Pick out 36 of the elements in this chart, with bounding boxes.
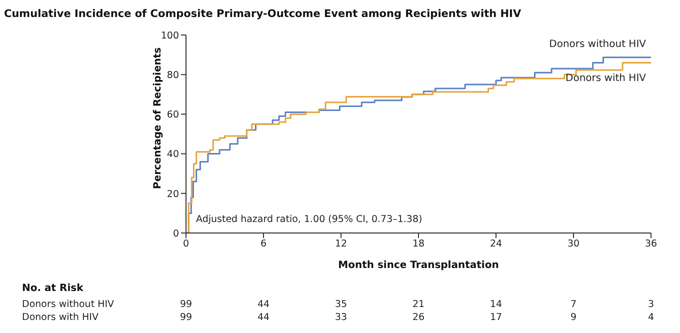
y-tick-label: 40	[166, 149, 179, 160]
text: 9	[569, 312, 578, 323]
text: No. at Risk	[22, 283, 84, 294]
y-tick-label: 0	[172, 228, 179, 240]
text: Donors without HIV	[22, 299, 114, 310]
x-tick-label: 36	[644, 238, 658, 250]
y-tick-label: 100	[160, 30, 179, 42]
text: 35	[334, 299, 348, 310]
text: 99	[178, 312, 194, 323]
y-axis-title: Percentage of Recipients	[152, 47, 164, 189]
text: 4	[646, 312, 656, 323]
text: Donors with HIV	[22, 312, 98, 323]
x-tick-label: 24	[490, 238, 502, 250]
text: 44	[256, 312, 271, 323]
text: 3	[646, 299, 656, 310]
text: 99	[178, 299, 194, 310]
chart-title: Cumulative Incidence of Composite Primary-Outcome Event among Recipients with HIV	[4, 8, 522, 20]
x-tick-label: 30	[567, 238, 580, 250]
series-label: Donors without HIV	[549, 39, 646, 50]
x-tick-label: 18	[412, 238, 425, 250]
y-tick-label: 60	[166, 110, 179, 121]
text: 26	[411, 312, 426, 323]
text: 7	[569, 299, 578, 310]
text: 14	[488, 299, 504, 310]
y-tick-label: 80	[166, 70, 179, 81]
x-tick-label: 12	[334, 238, 348, 250]
y-tick-label: 20	[166, 188, 179, 200]
text: 21	[411, 299, 426, 310]
series-label: Donors with HIV	[566, 72, 646, 84]
x-tick-label: 6	[260, 238, 267, 250]
annotation: Adjusted hazard ratio, 1.00 (95% CI, 0.73–1.38)	[196, 214, 422, 225]
x-tick-label: 0	[182, 238, 190, 250]
text: 33	[334, 312, 348, 323]
text: 17	[488, 312, 504, 323]
x-axis-title: Month since Transplantation	[337, 260, 500, 271]
text: 44	[256, 299, 271, 310]
